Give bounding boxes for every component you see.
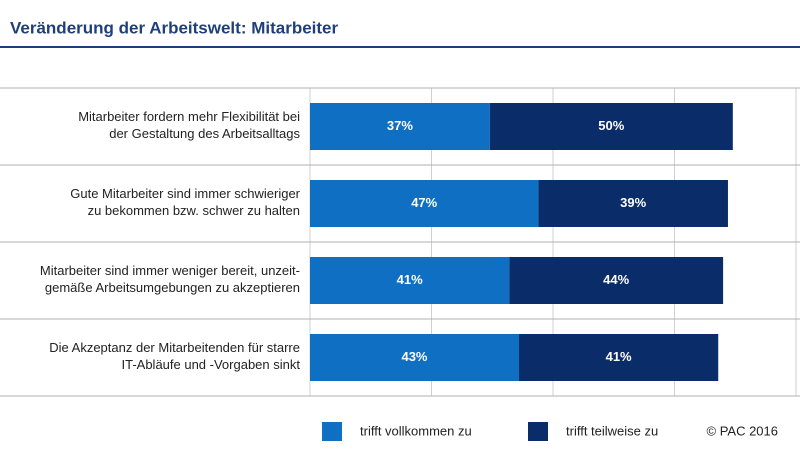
value-label: 41% <box>397 272 423 287</box>
bar-segment <box>310 334 519 381</box>
bar-segment <box>538 180 728 227</box>
category-label: Mitarbeiter fordern mehr Flexibilität be… <box>78 109 300 141</box>
legend-swatch <box>528 422 548 441</box>
source: © PAC 2016 <box>707 423 779 438</box>
value-label: 44% <box>603 272 629 287</box>
category-label: Gute Mitarbeiter sind immer schwieriger z… <box>70 186 300 218</box>
bar-segment <box>310 180 539 227</box>
bar-segment <box>509 257 724 304</box>
category-label: Mitarbeiter sind immer weniger bereit, u… <box>40 263 300 295</box>
bar-segment <box>489 103 733 150</box>
legend-label: trifft teilweise zu <box>566 423 658 438</box>
bar-segment <box>518 334 719 381</box>
value-label: 43% <box>401 349 427 364</box>
legend-label: trifft vollkommen zu <box>360 423 472 438</box>
value-label: 41% <box>606 349 632 364</box>
bar-segment <box>310 103 490 150</box>
value-label: 50% <box>598 118 624 133</box>
value-label: 39% <box>620 195 646 210</box>
value-label: 37% <box>387 118 413 133</box>
chart-title: Veränderung der Arbeitswelt: Mitarbeiter <box>10 18 338 37</box>
title-rule <box>0 46 800 48</box>
value-label: 47% <box>411 195 437 210</box>
bar-segment <box>310 257 510 304</box>
legend-swatch <box>322 422 342 441</box>
category-label: Die Akzeptanz der Mitarbeitenden für sta… <box>49 340 300 372</box>
